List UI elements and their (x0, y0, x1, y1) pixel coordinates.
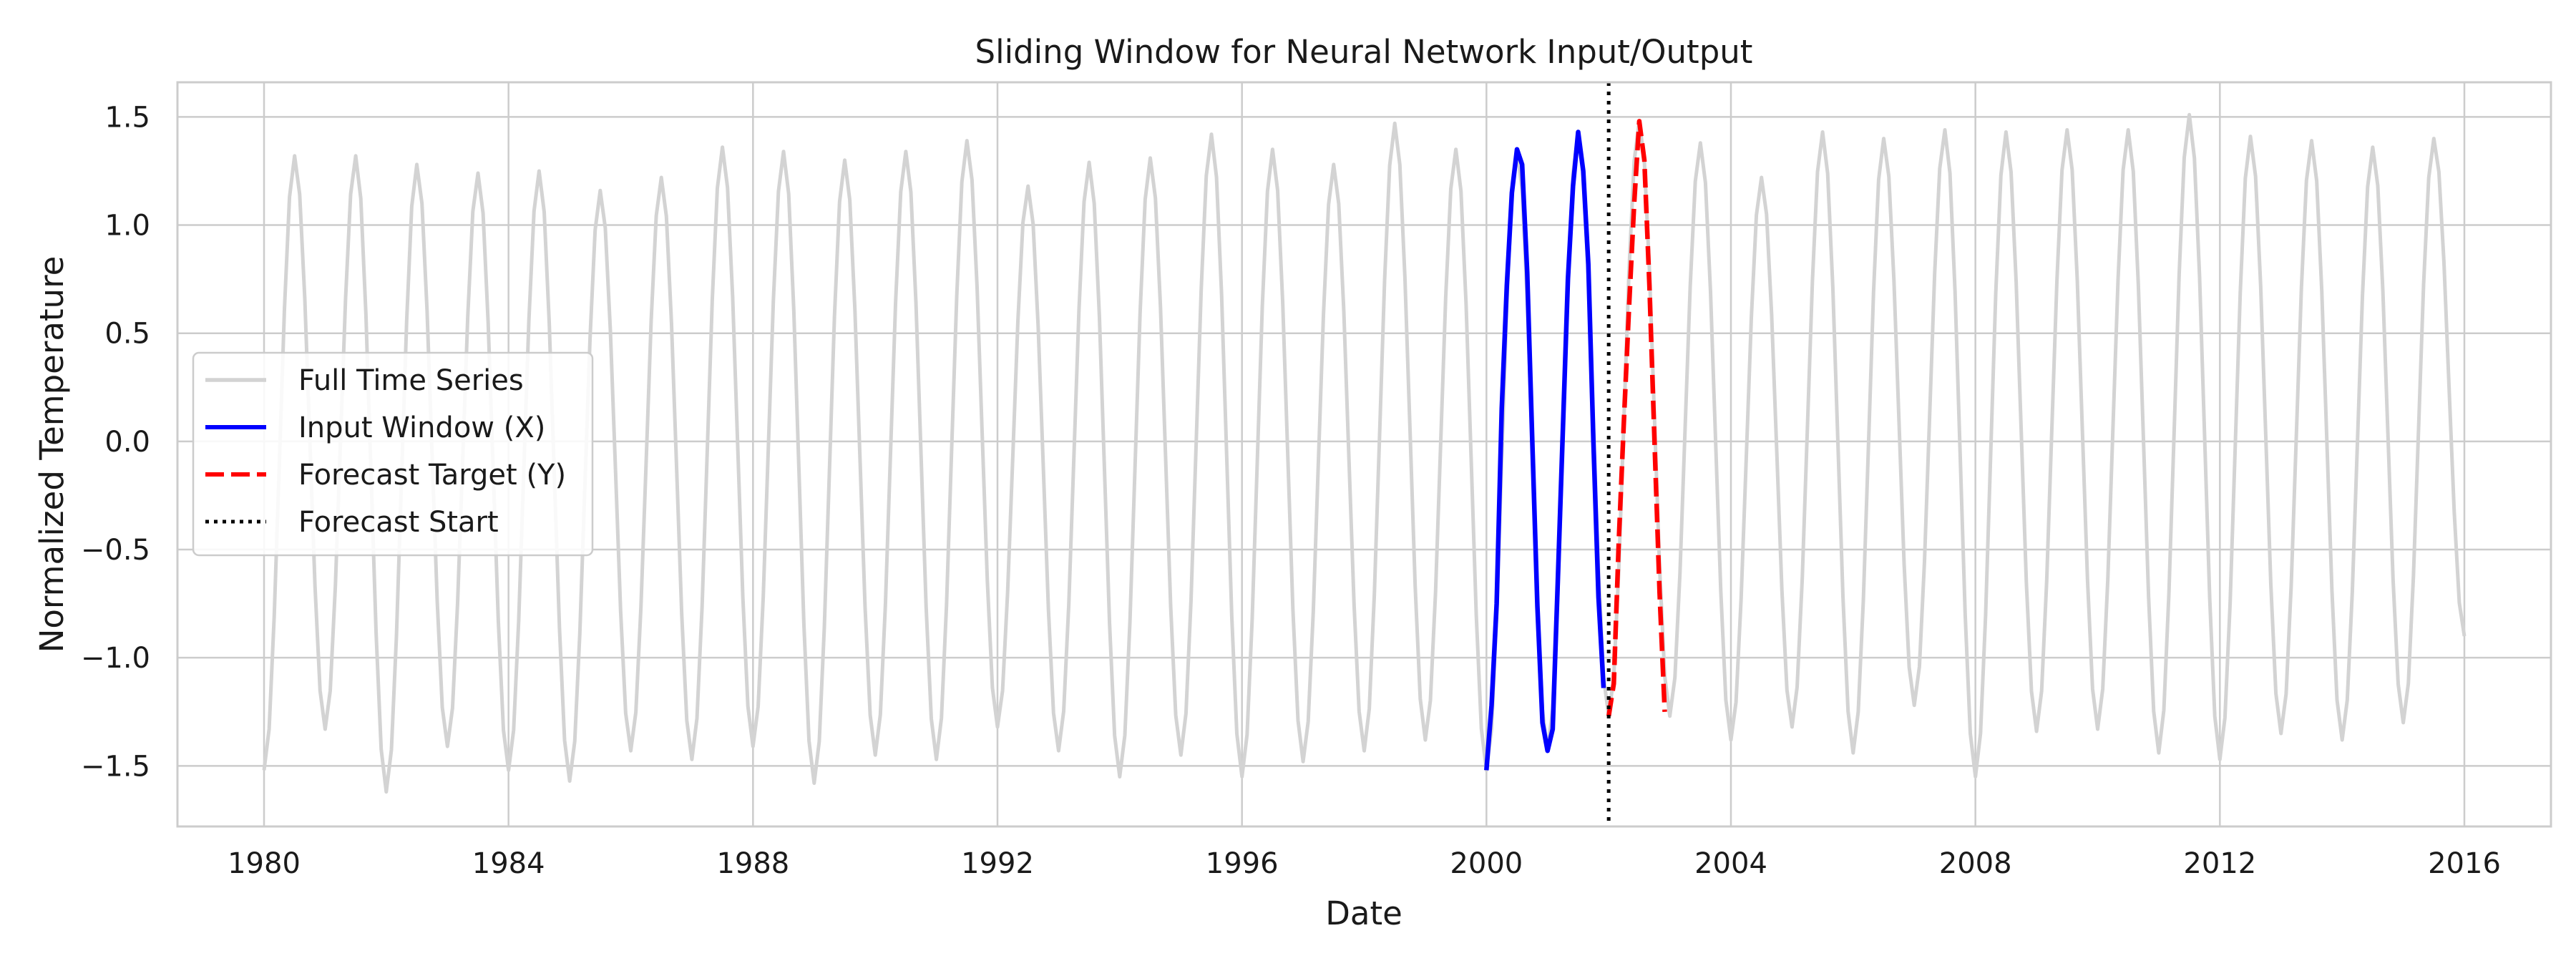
series-forecast-target (1606, 119, 1667, 717)
x-tick-label: 1992 (961, 847, 1034, 880)
y-tick-labels: −1.5 −1.0 −0.5 0.0 0.5 1.0 1.5 (81, 101, 150, 783)
x-tick-label: 2016 (2428, 847, 2501, 880)
y-tick-label: 1.5 (104, 101, 150, 134)
legend-label-forecast-target: Forecast Target (Y) (298, 459, 566, 492)
chart-title: Sliding Window for Neural Network Input/… (975, 33, 1753, 71)
legend: Full Time Series Input Window (X) Foreca… (192, 351, 594, 557)
grid-lines (177, 82, 2551, 826)
legend-label-full-series: Full Time Series (298, 364, 524, 397)
series-layer (262, 82, 2467, 826)
y-tick-label: −1.0 (81, 642, 150, 675)
x-tick-label: 2012 (2183, 847, 2256, 880)
x-axis-label: Date (1325, 894, 1402, 932)
y-tick-label: −1.5 (81, 750, 150, 783)
x-tick-label: 1988 (716, 847, 789, 880)
plot-area-frame (176, 81, 2552, 828)
x-tick-label: 2000 (1450, 847, 1523, 880)
x-tick-label: 2008 (1939, 847, 2012, 880)
x-tick-label: 1980 (228, 847, 301, 880)
legend-label-forecast-start: Forecast Start (298, 506, 499, 539)
y-tick-label: 1.0 (104, 210, 150, 243)
legend-box (192, 351, 594, 557)
x-tick-label: 2004 (1694, 847, 1767, 880)
x-tick-label: 1996 (1206, 847, 1279, 880)
y-tick-label: −0.5 (81, 534, 150, 567)
y-tick-label: 0.0 (104, 426, 150, 459)
series-full-time-series (262, 112, 2467, 794)
y-tick-label: 0.5 (104, 318, 150, 351)
x-tick-labels: 1980 1984 1988 1992 1996 2000 2004 2008 2012 2016 (228, 847, 2501, 880)
y-axis-label: Normalized Temperature (33, 256, 71, 653)
x-tick-label: 1984 (472, 847, 545, 880)
series-input-window (1484, 130, 1606, 771)
legend-label-input-window: Input Window (X) (298, 411, 545, 444)
